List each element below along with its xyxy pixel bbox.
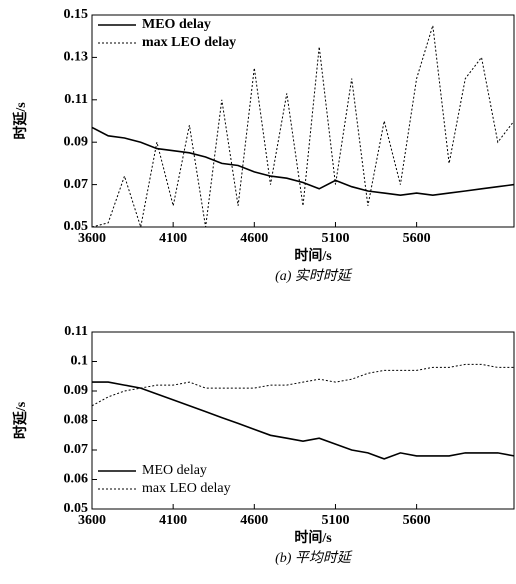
y-tick-label: 0.11 [64, 92, 88, 107]
x-axis-label: 时间/s [294, 529, 332, 546]
y-tick-label: 0.05 [64, 501, 89, 516]
y-axis-label: 时延/s [12, 401, 29, 439]
y-tick-label: 0.13 [64, 50, 89, 65]
x-axis-label: 时间/s [294, 247, 332, 264]
x-tick-label: 4100 [159, 231, 187, 246]
series-line [91, 126, 515, 197]
y-axis-label: 时延/s [12, 102, 29, 140]
x-tick-label: 5100 [321, 231, 349, 246]
y-tick-label: 0.06 [64, 472, 89, 487]
x-tick-label: 5600 [403, 231, 431, 246]
y-tick-label: 0.07 [64, 442, 89, 457]
series-line [92, 381, 515, 460]
y-tick-label: 0.07 [64, 177, 89, 192]
y-tick-label: 0.11 [64, 324, 88, 339]
legend-label: MEO delay [142, 17, 211, 32]
legend-label: MEO delay [142, 463, 207, 478]
y-tick-label: 0.09 [64, 134, 89, 149]
x-tick-label: 4100 [159, 513, 187, 528]
y-tick-label: 0.08 [64, 413, 89, 428]
y-tick-label: 0.1 [71, 354, 89, 369]
x-tick-label: 4600 [240, 513, 268, 528]
legend-label: max LEO delay [142, 35, 236, 50]
y-tick-label: 0.15 [64, 7, 89, 22]
x-tick-label: 4600 [240, 231, 268, 246]
caption: (a) 实时时延 [275, 268, 353, 284]
legend-label: max LEO delay [142, 481, 231, 496]
y-tick-label: 0.09 [64, 383, 89, 398]
caption: (b) 平均时延 [275, 550, 353, 566]
x-tick-label: 5100 [321, 513, 349, 528]
series-line [91, 363, 514, 407]
y-tick-label: 0.05 [64, 219, 89, 234]
x-tick-label: 3600 [78, 231, 106, 246]
x-tick-label: 3600 [78, 513, 106, 528]
x-tick-label: 5600 [403, 513, 431, 528]
series-line [91, 25, 515, 228]
